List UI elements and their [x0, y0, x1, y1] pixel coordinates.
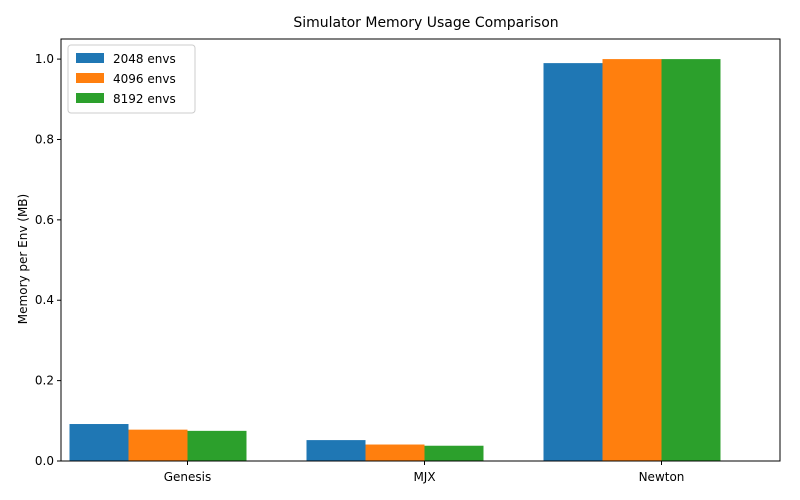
- plot-frame: [60, 38, 781, 462]
- x-tick-label: Newton: [639, 470, 685, 484]
- legend-swatch-series-2: [76, 73, 104, 83]
- chart-title: Simulator Memory Usage Comparison: [293, 15, 558, 31]
- y-tick-label: 0.4: [35, 293, 54, 307]
- x-tick-label: MJX: [413, 470, 435, 484]
- legend-label-series-2: 4096 envs: [113, 72, 176, 86]
- bar-genesis-series-2: [128, 429, 188, 461]
- bar-mjx-series-3: [424, 445, 484, 461]
- bar-newton-series-2: [602, 59, 662, 461]
- bar-mjx-series-1: [306, 440, 366, 461]
- y-tick-label: 0.0: [35, 454, 54, 468]
- x-tick-label: Genesis: [164, 470, 212, 484]
- legend-label-series-1: 2048 envs: [113, 52, 176, 66]
- bar-genesis-series-1: [69, 424, 129, 461]
- y-ticks: 0.0 0.2 0.4 0.6 0.8 1.0: [35, 52, 61, 468]
- bars-group: [69, 59, 721, 461]
- legend-label-series-3: 8192 envs: [113, 92, 176, 106]
- legend-swatch-series-3: [76, 93, 104, 103]
- y-axis-label: Memory per Env (MB): [16, 194, 30, 324]
- y-tick-label: 0.6: [35, 213, 54, 227]
- y-tick-label: 0.8: [35, 132, 54, 146]
- y-tick-label: 0.2: [35, 374, 54, 388]
- y-tick-label: 1.0: [35, 52, 54, 66]
- bar-newton-series-1: [543, 63, 603, 461]
- bar-genesis-series-3: [187, 430, 247, 461]
- x-ticks: Genesis MJX Newton: [164, 461, 685, 484]
- bar-mjx-series-2: [365, 444, 425, 461]
- bar-newton-series-3: [661, 59, 721, 461]
- legend-swatch-series-1: [76, 53, 104, 63]
- legend: 2048 envs 4096 envs 8192 envs: [67, 44, 196, 114]
